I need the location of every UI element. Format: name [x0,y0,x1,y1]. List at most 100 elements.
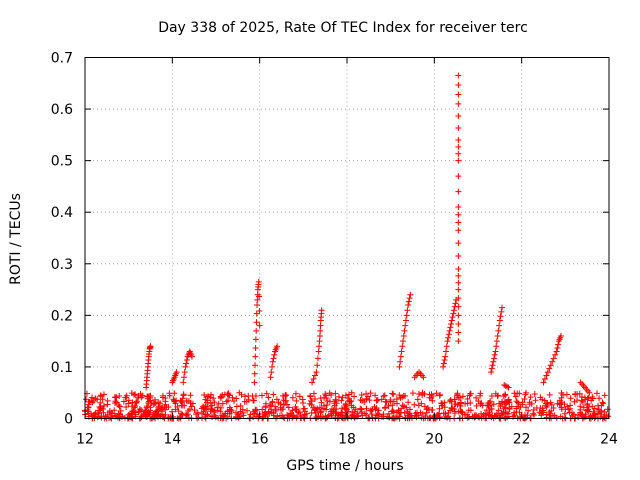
data-point [363,395,370,402]
data-point [477,390,484,397]
data-point [121,414,128,421]
data-point [125,397,132,404]
data-point [405,399,412,406]
data-point [541,375,548,382]
data-point [446,327,453,334]
data-point [390,398,397,405]
data-point [490,401,497,408]
data-point [435,411,442,418]
data-point [438,400,445,407]
data-point [504,383,511,390]
data-point [210,408,217,415]
data-point [145,398,152,405]
data-point [464,396,471,403]
data-point [583,407,590,414]
data-point [342,401,349,408]
data-point [515,400,522,407]
data-point [406,412,413,419]
y-tick-label: 0.2 [51,308,73,324]
data-point [489,362,496,369]
data-point [180,379,187,386]
data-point [400,338,407,345]
data-point [505,396,512,403]
data-point [316,332,323,339]
data-point [596,395,603,402]
data-point [546,391,553,398]
data-point [399,394,406,401]
data-point [296,393,303,400]
data-point [145,357,152,364]
data-point [525,407,532,414]
data-point [111,394,118,401]
data-point [270,391,277,398]
data-point [522,391,529,398]
data-point [218,394,225,401]
data-point [455,82,462,89]
data-point [237,402,244,409]
data-point [442,348,449,355]
data-point [152,408,159,415]
y-tick-label: 0.6 [51,102,73,118]
data-point [531,391,538,398]
data-point [185,414,192,421]
data-point [210,395,217,402]
data-point [407,291,414,298]
data-point [217,404,224,411]
data-points [82,72,612,422]
data-point [419,389,426,396]
data-point [539,405,546,412]
data-point [254,296,261,303]
data-point [181,369,188,376]
data-point [597,414,604,421]
data-point [455,100,462,107]
data-point [478,400,485,407]
data-point [541,397,548,404]
data-point [159,392,166,399]
data-point [132,391,139,398]
data-point [282,393,289,400]
data-point [494,332,501,339]
data-point [107,414,114,421]
data-point [473,394,480,401]
data-point [316,338,323,345]
data-point [155,403,162,410]
data-point [527,394,534,401]
data-point [554,400,561,407]
data-point [367,390,374,397]
data-point [497,313,504,320]
data-point [106,408,113,415]
data-point [312,406,319,413]
x-tick-label: 24 [600,432,618,448]
data-point [381,392,388,399]
data-point [193,411,200,418]
data-point [180,374,187,381]
data-point [381,405,388,412]
data-point [347,398,354,405]
data-point [589,395,596,402]
data-point [547,399,554,406]
data-point [324,398,331,405]
data-point [94,396,101,403]
data-point [398,348,405,355]
data-point [180,392,187,399]
data-point [256,322,263,329]
data-point [491,351,498,358]
data-point [558,404,565,411]
data-point [170,396,177,403]
data-point [187,392,194,399]
data-point [292,404,299,411]
data-point [237,408,244,415]
data-point [271,351,278,358]
data-point [589,393,596,400]
data-point [402,317,409,324]
data-point [496,317,503,324]
data-point [570,411,577,418]
data-point [188,351,195,358]
data-point [317,395,324,402]
data-point [603,412,610,419]
data-point [120,398,127,405]
data-point [150,401,157,408]
data-point [505,410,512,417]
data-point [574,412,581,419]
data-point [397,353,404,360]
